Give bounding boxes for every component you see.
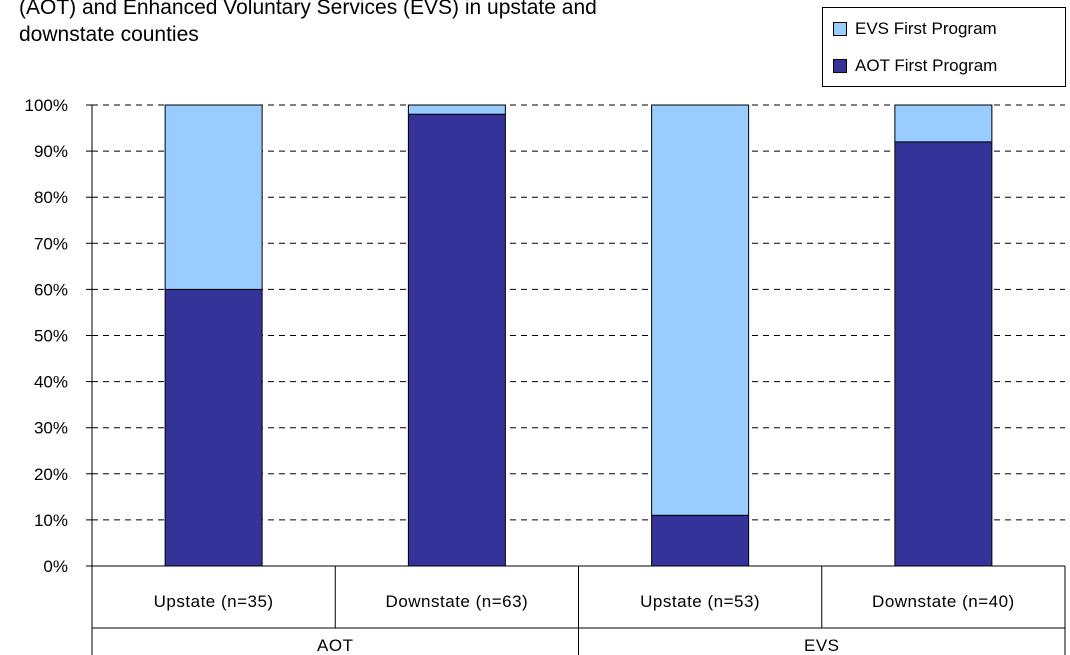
legend-swatch-aot	[833, 59, 847, 73]
y-tick-label: 10%	[34, 511, 68, 530]
x-category-label: Downstate (n=40)	[872, 592, 1015, 611]
title-line-2: downstate counties	[19, 23, 199, 46]
title-line-1: (AOT) and Enhanced Voluntary Services (E…	[19, 0, 597, 19]
y-tick-label: 20%	[34, 465, 68, 484]
legend-swatch-evs	[833, 22, 847, 36]
y-tick-label: 0%	[43, 557, 68, 576]
legend-label-aot: AOT First Program	[855, 56, 998, 75]
x-category-label: Upstate (n=53)	[640, 592, 760, 611]
x-category-label: Downstate (n=63)	[386, 592, 529, 611]
bar-aot-first	[651, 514, 750, 567]
y-tick-label: 90%	[34, 142, 68, 161]
x-group-label: EVS	[804, 636, 840, 655]
bar-aot-first	[407, 113, 506, 567]
bar-evs-first	[164, 104, 263, 290]
y-tick-label: 30%	[34, 419, 68, 438]
y-tick-label: 40%	[34, 373, 68, 392]
bar-aot-first	[164, 288, 263, 567]
y-tick-label: 50%	[34, 327, 68, 346]
y-tick-label: 70%	[34, 234, 68, 253]
bar-aot-first	[894, 141, 993, 567]
legend-label-evs: EVS First Program	[855, 19, 997, 38]
y-tick-label: 60%	[34, 280, 68, 299]
bar-evs-first	[894, 104, 993, 143]
legend: EVS First Program AOT First Program	[822, 7, 1066, 87]
chart-title: (AOT) and Enhanced Voluntary Services (E…	[19, 0, 819, 48]
y-tick-label: 80%	[34, 188, 68, 207]
x-category-label: Upstate (n=35)	[154, 592, 274, 611]
y-tick-label: 100%	[25, 96, 68, 115]
legend-item-aot: AOT First Program	[833, 55, 997, 77]
bar-evs-first	[407, 104, 506, 115]
bar-evs-first	[651, 104, 750, 516]
legend-item-evs: EVS First Program	[833, 18, 997, 40]
x-group-label: AOT	[317, 636, 353, 655]
